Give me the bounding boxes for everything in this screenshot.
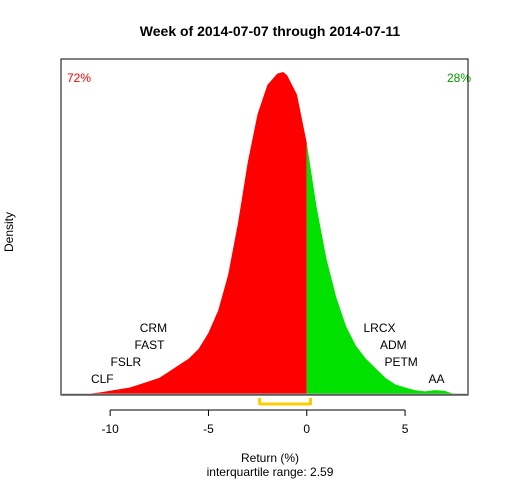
chart-title: Week of 2014-07-07 through 2014-07-11	[140, 23, 401, 39]
x-tick-label: 5	[402, 422, 409, 436]
x-axis-ticks: -10 -5 0 5	[101, 410, 409, 436]
stock-label-lrcx: LRCX	[364, 321, 396, 335]
stock-labels: CRM FAST FSLR CLF LRCX ADM PETM AA	[91, 321, 445, 386]
stock-label-crm: CRM	[140, 321, 167, 335]
y-axis-label: Density	[2, 212, 16, 252]
plot-frame	[60, 58, 469, 396]
positive-share-label: 28%	[447, 71, 471, 85]
stock-label-fslr: FSLR	[111, 355, 142, 369]
chart-subtitle: interquartile range: 2.59	[207, 465, 334, 479]
stock-label-adm: ADM	[380, 338, 407, 352]
x-axis-label: Return (%)	[241, 451, 299, 465]
stock-label-aa: AA	[429, 372, 445, 386]
stock-label-clf: CLF	[91, 372, 114, 386]
negative-share-label: 72%	[67, 71, 91, 85]
x-tick-label: 0	[303, 422, 310, 436]
x-tick-label: -5	[203, 422, 214, 436]
stock-label-fast: FAST	[134, 338, 165, 352]
negative-density-area	[86, 72, 307, 394]
x-tick-label: -10	[101, 422, 119, 436]
stock-label-petm: PETM	[384, 355, 417, 369]
positive-density-area	[306, 142, 455, 394]
